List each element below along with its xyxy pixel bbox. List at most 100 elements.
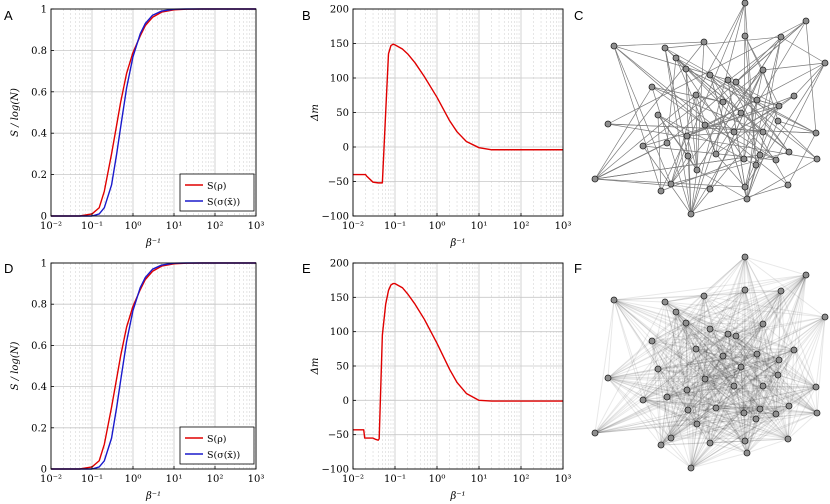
network-edge	[744, 256, 779, 376]
network-edge	[733, 385, 817, 388]
network-edge	[704, 366, 742, 380]
network-edge	[613, 299, 789, 440]
network-edge	[685, 322, 789, 440]
network-edge	[709, 328, 818, 414]
panel-letter-a: A	[4, 8, 13, 23]
series-line-1	[353, 282, 563, 441]
y-tick-label: 150	[330, 39, 349, 50]
network-edge	[675, 311, 706, 380]
network-edge	[594, 328, 711, 434]
network-node	[812, 383, 820, 391]
network-edge	[727, 333, 764, 387]
network-edge	[607, 353, 758, 379]
network-edge	[613, 299, 662, 446]
y-axis-label: S / log(N)	[10, 88, 21, 137]
network-edge	[607, 377, 748, 454]
network-edge	[746, 99, 758, 200]
network-edge	[715, 290, 782, 409]
network-edge	[704, 378, 790, 407]
network-edge	[744, 256, 777, 415]
network-edge	[660, 378, 706, 446]
network-edge	[670, 409, 689, 439]
network-edge	[755, 412, 818, 420]
network-edge	[670, 295, 705, 439]
x-tick-label: 10³	[248, 474, 265, 485]
network-edge	[685, 322, 698, 425]
network-edge	[696, 323, 764, 425]
network-edge	[780, 290, 817, 388]
network-edge	[709, 328, 742, 368]
network-edge	[690, 408, 761, 469]
network-edge	[687, 289, 746, 411]
x-tick-label: 10⁻²	[40, 474, 62, 485]
network-node	[701, 121, 709, 129]
x-tick-label: 10⁻¹	[81, 221, 103, 232]
x-tick-label: 10²	[207, 474, 224, 485]
network-edge	[746, 120, 779, 200]
network-edge	[727, 323, 764, 335]
network-edge	[642, 399, 818, 414]
network-edge	[740, 274, 807, 368]
network-edge	[695, 348, 757, 420]
network-edge	[744, 289, 782, 292]
network-edge	[696, 423, 711, 444]
chart-delta-m-bottom: 10⁻² 10⁻¹ 10⁰ 10¹ 10² 10³ −100 −50 0 50 100 150 200 β…	[310, 259, 571, 503]
network-node	[719, 352, 727, 360]
network-edge	[695, 289, 746, 350]
network-edge	[695, 348, 706, 380]
network-edge	[740, 349, 795, 368]
network-node	[604, 120, 612, 128]
legend-box	[179, 173, 255, 212]
network-edge	[613, 299, 666, 303]
network-edge	[613, 299, 817, 388]
network-edge	[704, 378, 711, 444]
y-tick-label: 200	[330, 259, 349, 270]
y-tick-label: −50	[328, 430, 349, 441]
network-node	[687, 464, 695, 472]
network-edge	[788, 316, 826, 407]
network-edge	[613, 41, 705, 47]
legend: S(ρ) S(σ(x̄))	[179, 426, 255, 465]
network-edge	[762, 323, 790, 407]
network-edge	[696, 423, 746, 442]
network-node	[610, 42, 618, 50]
network-node	[683, 386, 691, 394]
network-node	[759, 66, 767, 74]
network-edge	[735, 335, 780, 361]
network-edge	[657, 114, 662, 192]
network-edge	[675, 57, 817, 134]
network-edge	[613, 295, 705, 301]
network-edge	[657, 348, 697, 370]
network-edge	[715, 407, 789, 440]
network-node	[759, 320, 767, 328]
network-edge	[607, 377, 668, 398]
network-edge	[687, 405, 790, 411]
network-edge	[744, 323, 764, 442]
network-edge	[685, 322, 817, 388]
network-edge	[686, 359, 780, 391]
network-edge	[696, 274, 807, 425]
network-edge	[651, 289, 746, 342]
network-edge	[727, 333, 779, 376]
network-node	[693, 420, 701, 428]
network-node	[667, 434, 675, 442]
network-edge	[777, 316, 826, 376]
network-edge	[722, 290, 782, 357]
network-node	[639, 142, 647, 150]
network-edge	[642, 399, 745, 414]
network-edge	[685, 322, 692, 469]
network-edge	[722, 353, 758, 357]
network-edge	[686, 355, 724, 391]
network-edge	[613, 299, 758, 355]
network-edge	[686, 112, 742, 137]
network-edge	[613, 299, 757, 420]
network-edge	[787, 316, 826, 440]
y-tick-label: 0.6	[31, 341, 47, 352]
network-edge	[675, 311, 746, 442]
network-edge	[690, 423, 698, 469]
network-edge	[696, 36, 782, 171]
network-node	[802, 271, 810, 279]
network-edge	[642, 290, 782, 401]
network-edge	[695, 2, 746, 96]
network-edge	[690, 355, 724, 469]
